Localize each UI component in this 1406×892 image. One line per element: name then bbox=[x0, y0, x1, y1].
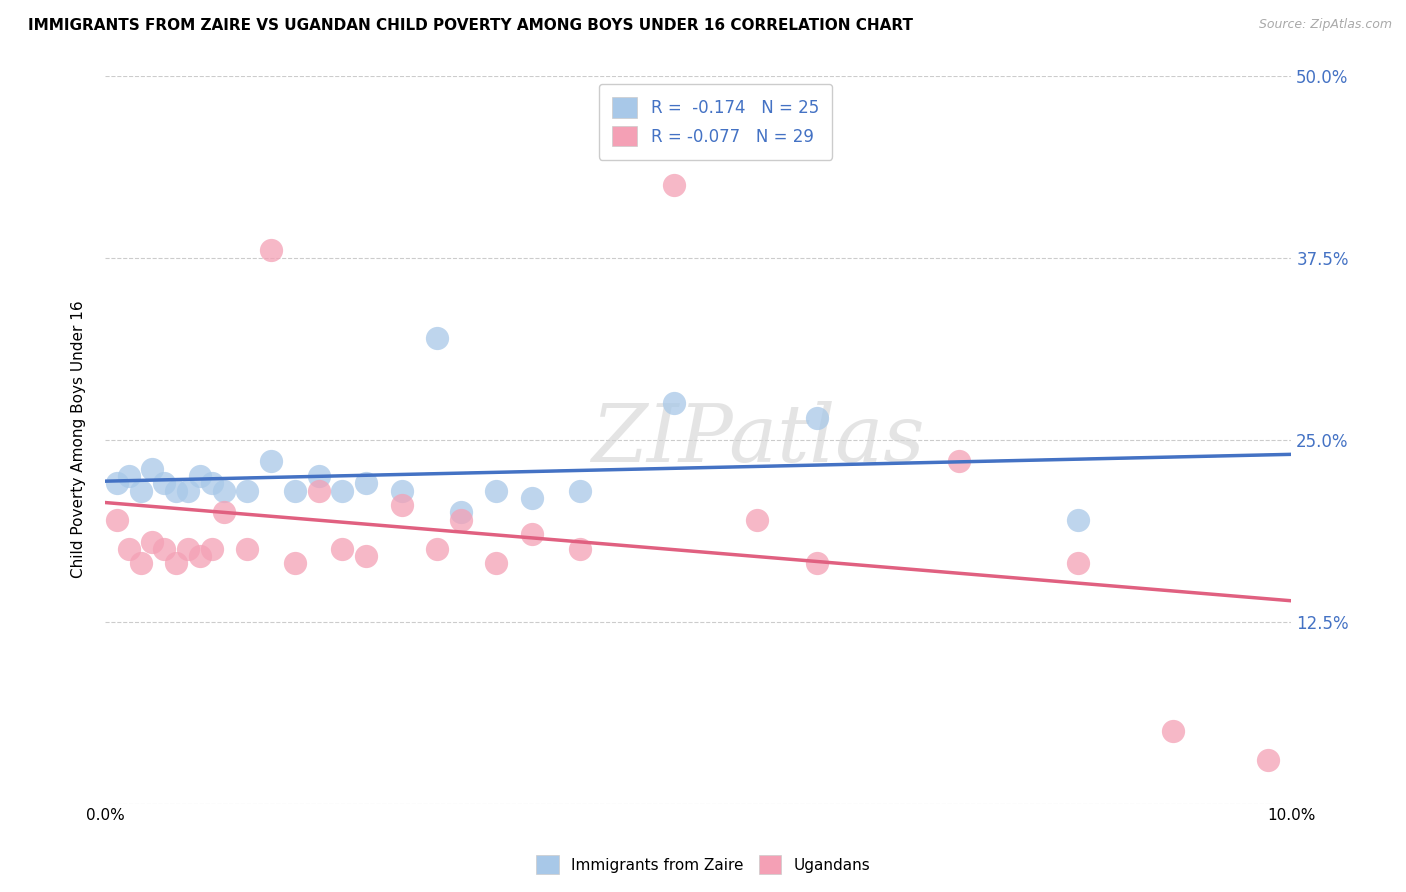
Point bbox=[236, 541, 259, 556]
Point bbox=[520, 527, 543, 541]
Point bbox=[165, 483, 187, 498]
Text: Source: ZipAtlas.com: Source: ZipAtlas.com bbox=[1258, 18, 1392, 31]
Point bbox=[426, 541, 449, 556]
Point bbox=[806, 557, 828, 571]
Point bbox=[485, 483, 508, 498]
Point bbox=[330, 483, 353, 498]
Point bbox=[354, 549, 377, 563]
Point bbox=[664, 178, 686, 192]
Legend: R =  -0.174   N = 25, R = -0.077   N = 29: R = -0.174 N = 25, R = -0.077 N = 29 bbox=[599, 84, 832, 160]
Point bbox=[177, 541, 200, 556]
Point bbox=[426, 331, 449, 345]
Point bbox=[153, 476, 176, 491]
Text: IMMIGRANTS FROM ZAIRE VS UGANDAN CHILD POVERTY AMONG BOYS UNDER 16 CORRELATION C: IMMIGRANTS FROM ZAIRE VS UGANDAN CHILD P… bbox=[28, 18, 912, 33]
Point bbox=[1161, 723, 1184, 738]
Text: ZIPatlas: ZIPatlas bbox=[591, 401, 924, 478]
Point bbox=[236, 483, 259, 498]
Point bbox=[568, 483, 591, 498]
Point bbox=[188, 549, 211, 563]
Point bbox=[141, 461, 163, 475]
Point bbox=[485, 557, 508, 571]
Point bbox=[141, 534, 163, 549]
Point bbox=[806, 410, 828, 425]
Point bbox=[450, 505, 472, 519]
Y-axis label: Child Poverty Among Boys Under 16: Child Poverty Among Boys Under 16 bbox=[72, 301, 86, 578]
Point bbox=[747, 513, 769, 527]
Point bbox=[212, 483, 235, 498]
Point bbox=[260, 454, 283, 468]
Point bbox=[308, 483, 330, 498]
Point bbox=[354, 476, 377, 491]
Point bbox=[105, 513, 128, 527]
Point bbox=[188, 469, 211, 483]
Point bbox=[1067, 513, 1090, 527]
Point bbox=[391, 483, 413, 498]
Point bbox=[260, 244, 283, 258]
Point bbox=[284, 557, 307, 571]
Point bbox=[129, 557, 152, 571]
Point bbox=[118, 469, 141, 483]
Point bbox=[330, 541, 353, 556]
Point bbox=[568, 541, 591, 556]
Legend: Immigrants from Zaire, Ugandans: Immigrants from Zaire, Ugandans bbox=[530, 849, 876, 880]
Point bbox=[118, 541, 141, 556]
Point bbox=[105, 476, 128, 491]
Point bbox=[450, 513, 472, 527]
Point bbox=[165, 557, 187, 571]
Point bbox=[177, 483, 200, 498]
Point bbox=[664, 396, 686, 410]
Point bbox=[201, 541, 224, 556]
Point bbox=[948, 454, 970, 468]
Point bbox=[201, 476, 224, 491]
Point bbox=[153, 541, 176, 556]
Point bbox=[129, 483, 152, 498]
Point bbox=[1067, 557, 1090, 571]
Point bbox=[212, 505, 235, 519]
Point bbox=[284, 483, 307, 498]
Point bbox=[308, 469, 330, 483]
Point bbox=[1257, 753, 1279, 767]
Point bbox=[391, 498, 413, 512]
Point bbox=[520, 491, 543, 505]
